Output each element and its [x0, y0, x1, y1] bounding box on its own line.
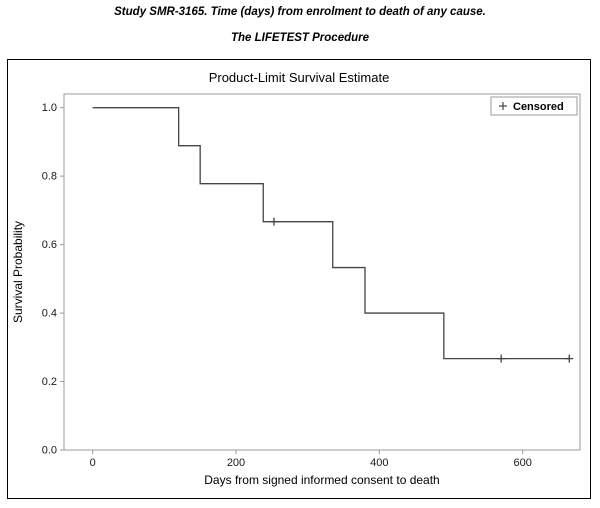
censored-plus-icon [499, 102, 507, 110]
censored-markers [269, 217, 574, 363]
y-tick-label: 0.6 [42, 239, 57, 251]
x-tick-label: 400 [370, 457, 388, 469]
y-tick-label: 1.0 [42, 102, 57, 114]
y-axis-label: Survival Probability [11, 221, 25, 323]
y-tick-label: 0.0 [42, 445, 57, 457]
x-axis: 0 200 400 600 [90, 450, 532, 469]
legend-label: Censored [513, 101, 564, 113]
y-tick-label: 0.2 [42, 376, 57, 388]
y-tick-label: 0.4 [42, 308, 57, 320]
study-title: Study SMR-3165. Time (days) from enrolme… [114, 6, 486, 18]
x-tick-label: 0 [90, 457, 96, 469]
plot-title: Product-Limit Survival Estimate [209, 70, 390, 85]
legend: Censored [490, 96, 578, 116]
survival-curve [92, 107, 570, 360]
legend-box [490, 96, 578, 116]
x-tick-label: 200 [227, 457, 245, 469]
x-tick-label: 600 [513, 457, 531, 469]
survival-plot-frame: Product-Limit Survival Estimate 0 200 400 60… [7, 59, 591, 499]
axis-box [63, 93, 581, 451]
y-axis: 0.0 0.2 0.4 0.6 0.8 1.0 [42, 102, 64, 457]
x-axis-label: Days from signed informed consent to dea… [204, 473, 439, 487]
y-tick-label: 0.8 [42, 171, 57, 183]
procedure-title: The LIFETEST Procedure [230, 32, 370, 44]
survival-plot: Product-Limit Survival Estimate 0 200 400 60… [11, 70, 581, 487]
